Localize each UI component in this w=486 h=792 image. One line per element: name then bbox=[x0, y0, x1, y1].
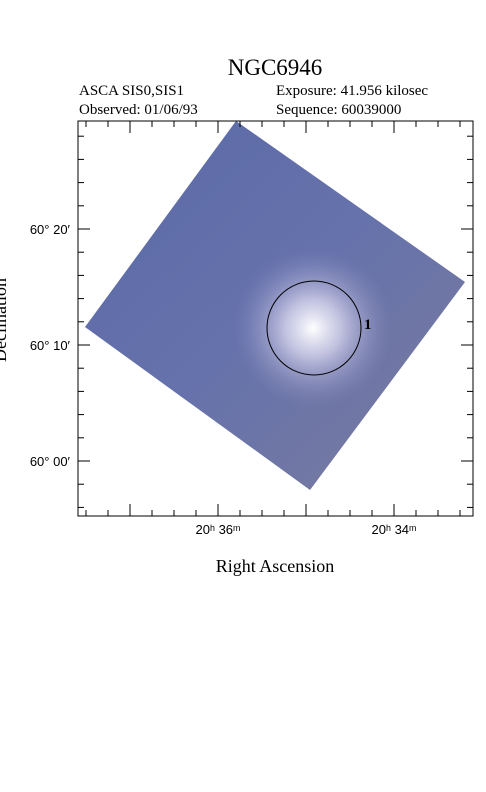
sky-image bbox=[85, 121, 465, 490]
sequence: Sequence: 60039000 bbox=[276, 102, 401, 118]
x-tick-label: 20ʰ 36ᵐ bbox=[196, 522, 241, 537]
source-region bbox=[266, 280, 362, 376]
observed: Observed: 01/06/93 bbox=[79, 102, 198, 118]
instrument: ASCA SIS0,SIS1 bbox=[79, 83, 184, 99]
y-axis-label: Declination bbox=[0, 278, 10, 362]
ticks bbox=[78, 121, 473, 516]
title: NGC6946 bbox=[228, 55, 323, 80]
y-tick-label: 60° 10′ bbox=[30, 338, 71, 353]
source-label: 1 bbox=[364, 317, 372, 333]
x-axis-label: Right Ascension bbox=[216, 556, 335, 576]
exposure: Exposure: 41.956 kilosec bbox=[276, 83, 428, 99]
frame bbox=[77, 120, 474, 517]
x-tick-label: 20ʰ 34ᵐ bbox=[372, 522, 417, 537]
y-tick-label: 60° 20′ bbox=[30, 222, 71, 237]
y-tick-label: 60° 00′ bbox=[30, 454, 71, 469]
